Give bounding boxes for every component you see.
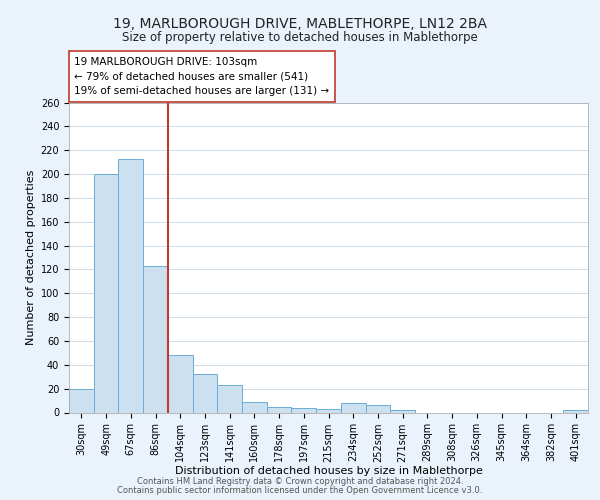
- Bar: [365, 406, 390, 412]
- Bar: [118, 158, 143, 412]
- Bar: [242, 402, 267, 412]
- Bar: [94, 174, 118, 412]
- Bar: [168, 356, 193, 412]
- Bar: [563, 410, 588, 412]
- Bar: [316, 409, 341, 412]
- Bar: [390, 410, 415, 412]
- Bar: [217, 385, 242, 412]
- Bar: [193, 374, 217, 412]
- Bar: [267, 406, 292, 412]
- Text: Contains HM Land Registry data © Crown copyright and database right 2024.: Contains HM Land Registry data © Crown c…: [137, 477, 463, 486]
- Bar: [69, 388, 94, 412]
- Bar: [341, 403, 365, 412]
- Text: 19, MARLBOROUGH DRIVE, MABLETHORPE, LN12 2BA: 19, MARLBOROUGH DRIVE, MABLETHORPE, LN12…: [113, 18, 487, 32]
- Bar: [143, 266, 168, 412]
- Text: Contains public sector information licensed under the Open Government Licence v3: Contains public sector information licen…: [118, 486, 482, 495]
- Text: Size of property relative to detached houses in Mablethorpe: Size of property relative to detached ho…: [122, 31, 478, 44]
- Bar: [292, 408, 316, 412]
- X-axis label: Distribution of detached houses by size in Mablethorpe: Distribution of detached houses by size …: [175, 466, 482, 476]
- Y-axis label: Number of detached properties: Number of detached properties: [26, 170, 37, 345]
- Text: 19 MARLBOROUGH DRIVE: 103sqm
← 79% of detached houses are smaller (541)
19% of s: 19 MARLBOROUGH DRIVE: 103sqm ← 79% of de…: [74, 56, 329, 96]
